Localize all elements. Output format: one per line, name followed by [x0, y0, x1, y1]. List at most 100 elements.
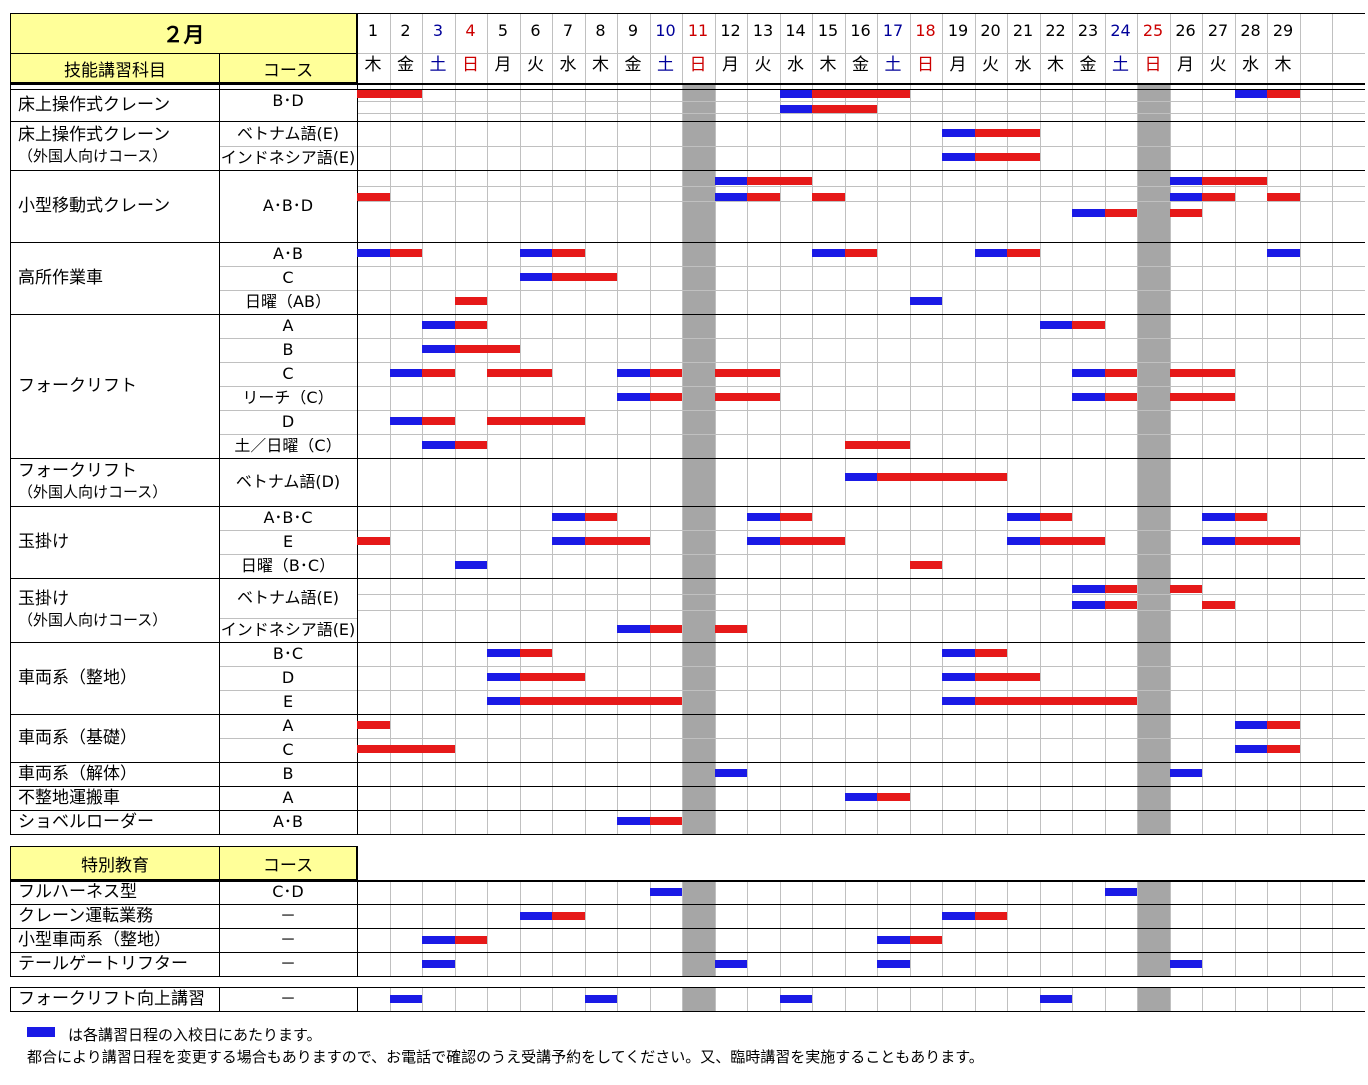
grid-line	[1104, 13, 1106, 834]
grid-line	[357, 53, 1365, 54]
course-day-bar	[552, 249, 585, 257]
weekday-label: 日	[917, 55, 934, 75]
course-label: ベトナム語(E)	[236, 125, 340, 142]
grid-line	[1299, 987, 1301, 1011]
table-border	[10, 880, 1365, 882]
subject-header-label: 技能講習科目	[64, 60, 166, 81]
course-day-bar	[974, 912, 1007, 920]
entry-day-bar	[779, 995, 812, 1003]
course-day-bar	[617, 537, 650, 545]
course-day-bar	[1072, 537, 1105, 545]
grid-line	[1104, 987, 1106, 1011]
entry-day-bar	[487, 649, 520, 657]
grid-line	[1007, 13, 1008, 834]
weekday-label: 土	[657, 55, 674, 75]
entry-day-bar	[714, 769, 747, 777]
subject-label: 玉掛け	[18, 532, 69, 552]
grid-line	[909, 13, 911, 834]
weekday-label: 日	[462, 55, 479, 75]
grid-line	[357, 201, 1365, 202]
course-day-bar	[1202, 177, 1235, 185]
course-day-bar	[357, 193, 390, 201]
course-label: A･B	[273, 814, 303, 830]
day-number: 22	[1045, 21, 1066, 40]
entry-day-bar	[1007, 537, 1040, 545]
course-day-bar	[1007, 129, 1040, 137]
grid-line	[1039, 13, 1041, 834]
grid-line	[714, 13, 716, 834]
course-day-bar	[909, 561, 942, 569]
course-day-bar	[454, 936, 487, 944]
course-day-bar	[747, 393, 780, 401]
grid-line	[357, 113, 1365, 114]
special-course-label: －	[279, 954, 296, 973]
course-day-bar	[1007, 673, 1040, 681]
day-number: 20	[980, 21, 1001, 40]
entry-day-bar	[747, 537, 780, 545]
grid-line	[519, 987, 521, 1011]
course-day-bar	[812, 90, 845, 98]
course-day-bar	[519, 649, 552, 657]
entry-day-bar	[1072, 393, 1105, 401]
grid-line	[357, 290, 1365, 291]
course-day-bar	[519, 673, 552, 681]
course-day-bar	[487, 369, 520, 377]
course-day-bar	[1202, 393, 1235, 401]
day-number: 7	[562, 21, 574, 40]
day-number: 29	[1272, 21, 1294, 40]
table-border	[10, 987, 1365, 988]
special-course-label: C･D	[272, 882, 304, 901]
table-border	[10, 1011, 1365, 1012]
subject-label: 床上操作式クレーン	[18, 95, 171, 115]
course-day-bar	[1039, 513, 1072, 521]
day-number: 12	[720, 21, 741, 40]
entry-day-bar	[942, 129, 975, 137]
closed-day-column	[1137, 84, 1170, 834]
entry-day-bar	[389, 369, 422, 377]
subject-label: フォークリフト	[18, 461, 137, 481]
grid-line	[219, 266, 357, 267]
course-day-bar	[357, 90, 390, 98]
table-border	[10, 834, 1365, 835]
grid-line	[1234, 987, 1236, 1011]
course-day-bar	[844, 249, 877, 257]
grid-line	[219, 362, 357, 363]
grid-line	[812, 13, 813, 834]
legend-entry-text: は各講習日程の入校日にあたります。	[68, 1026, 322, 1044]
course-day-bar	[844, 90, 877, 98]
course-column-header: コース	[219, 53, 357, 83]
table-border	[10, 170, 1365, 171]
entry-day-bar	[389, 995, 422, 1003]
grid-line	[357, 666, 1365, 667]
course-label: B･D	[272, 93, 304, 109]
entry-day-bar	[844, 473, 877, 481]
entry-day-bar	[1104, 888, 1137, 896]
weekday-label: 金	[624, 55, 642, 75]
special-subject-label: クレーン運転業務	[18, 906, 154, 926]
course-day-bar	[1039, 537, 1072, 545]
grid-line	[219, 146, 357, 147]
day-number: 4	[465, 21, 476, 40]
table-border	[10, 976, 1365, 977]
course-day-bar	[487, 345, 520, 353]
closed-day-column	[682, 987, 715, 1011]
course-day-bar	[877, 473, 910, 481]
course-day-bar	[357, 537, 390, 545]
course-day-bar	[812, 537, 845, 545]
day-number: 18	[915, 21, 936, 40]
course-day-bar	[974, 129, 1007, 137]
grid-line	[1202, 987, 1203, 1011]
table-border	[10, 846, 357, 847]
grid-line	[219, 690, 357, 691]
course-day-bar	[1202, 369, 1235, 377]
course-day-bar	[779, 537, 812, 545]
grid-line	[909, 987, 911, 1011]
course-label: D	[281, 414, 295, 430]
course-day-bar	[812, 105, 845, 113]
course-label: A	[282, 318, 294, 334]
course-day-bar	[519, 417, 552, 425]
course-header-label: コース	[262, 60, 314, 81]
grid-line	[357, 610, 1365, 611]
closed-day-column	[1137, 987, 1170, 1011]
